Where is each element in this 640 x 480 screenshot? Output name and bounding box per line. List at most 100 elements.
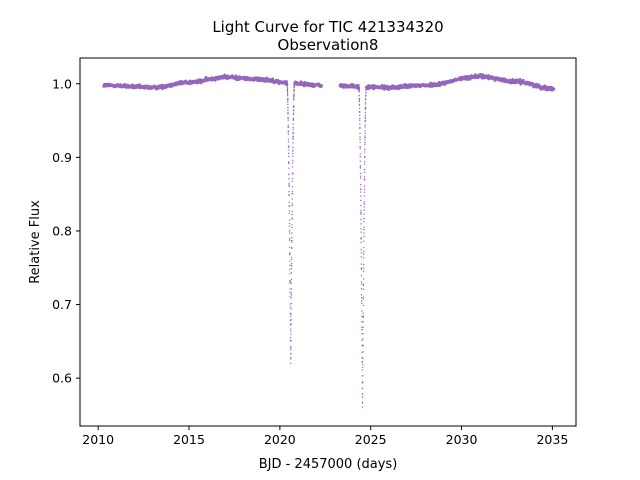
data-point (290, 318, 292, 321)
data-point (362, 288, 365, 291)
data-point (290, 313, 292, 315)
data-point (292, 123, 294, 125)
data-point (290, 267, 293, 270)
data-point (360, 237, 362, 239)
data-point (363, 226, 365, 229)
data-point (287, 124, 289, 127)
data-point (364, 126, 366, 128)
data-point (289, 306, 291, 308)
data-point (363, 168, 366, 171)
data-point (287, 146, 290, 148)
data-point (361, 396, 364, 398)
data-point (363, 206, 365, 208)
data-point (365, 99, 367, 101)
data-point (358, 99, 361, 101)
data-point (363, 235, 365, 238)
data-point (291, 166, 294, 168)
data-point (364, 148, 366, 150)
data-point (289, 282, 291, 284)
data-point (287, 141, 290, 143)
data-point (361, 369, 363, 371)
data-point (286, 80, 288, 82)
data-point (287, 133, 290, 135)
data-point (288, 212, 291, 215)
data-point (289, 291, 291, 294)
data-point (291, 186, 294, 188)
data-point (293, 83, 296, 86)
data-point (289, 281, 291, 283)
data-point (290, 282, 293, 284)
data-point (362, 382, 364, 384)
data-point (290, 297, 292, 299)
data-point (364, 106, 367, 108)
data-point (289, 319, 292, 322)
data-point (290, 302, 292, 305)
data-point (363, 228, 365, 231)
data-point (361, 393, 364, 395)
data-point (288, 182, 290, 184)
data-point (360, 195, 362, 197)
data-point (289, 312, 292, 315)
data-point (360, 213, 362, 215)
data-point (363, 232, 365, 234)
data-point (288, 219, 291, 221)
data-point (287, 138, 290, 140)
data-point (286, 92, 289, 95)
data-point (291, 239, 293, 242)
data-point (291, 226, 293, 229)
data-point (362, 316, 364, 319)
data-point (291, 198, 293, 200)
data-point (361, 339, 363, 342)
chart-subtitle: Observation8 (278, 36, 379, 54)
data-point (289, 296, 291, 298)
data-point (359, 138, 361, 141)
data-point (287, 111, 289, 114)
data-point (362, 283, 365, 286)
data-point (358, 100, 361, 103)
data-point (363, 209, 365, 211)
data-point (289, 260, 291, 262)
data-point (290, 292, 293, 294)
data-point (363, 257, 365, 259)
y-tick-label: 0.8 (52, 223, 72, 238)
y-axis-label: Relative Flux (28, 200, 43, 284)
data-point (292, 117, 295, 120)
data-point (362, 253, 365, 255)
data-point (287, 126, 289, 128)
data-point (291, 232, 293, 234)
data-point (291, 172, 294, 174)
data-point (293, 85, 295, 87)
data-point (359, 165, 362, 167)
data-point (362, 264, 365, 266)
data-point (363, 201, 365, 203)
data-point (364, 141, 366, 144)
data-point (365, 86, 367, 88)
data-point (291, 218, 293, 220)
data-point (292, 152, 294, 155)
y-tick-label: 0.6 (52, 371, 72, 386)
data-point (359, 132, 361, 135)
data-point (289, 315, 292, 317)
data-point (359, 146, 361, 148)
data-point (365, 92, 367, 94)
data-point (289, 253, 291, 255)
data-point (292, 149, 294, 152)
data-point (291, 190, 294, 193)
data-point (287, 117, 289, 120)
data-point (289, 268, 291, 271)
x-tick-label: 2020 (264, 432, 296, 447)
data-point (288, 239, 291, 241)
data-point (359, 114, 361, 117)
data-point (360, 275, 363, 277)
data-point (293, 93, 295, 95)
data-point (293, 89, 295, 92)
data-point (360, 267, 363, 270)
data-point (359, 153, 361, 155)
y-axis-ticks: 0.6 0.7 0.8 0.9 1.0 (52, 76, 80, 386)
data-point (359, 117, 361, 120)
data-point (288, 161, 290, 163)
data-point (289, 264, 291, 266)
data-point (292, 112, 295, 114)
data-point (364, 98, 367, 100)
data-point (292, 113, 295, 116)
